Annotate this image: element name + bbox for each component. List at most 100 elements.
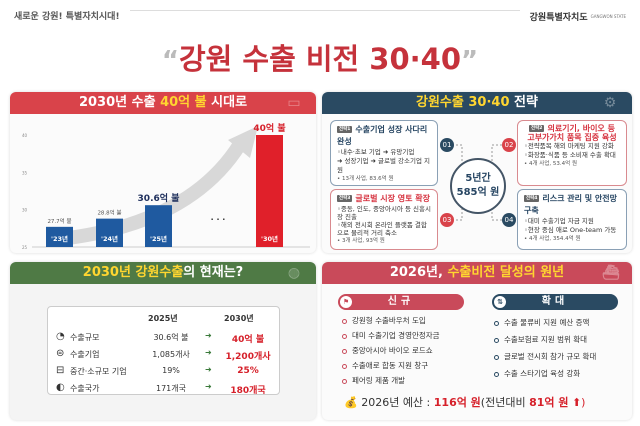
budget-line: 💰 2026년 예산 : 116억 원(전년대비 81억 원 ⬆) [344, 396, 585, 410]
strategy-tag: 전략2 [529, 125, 545, 132]
strategy-note: • 4개 사업, 53.4억 원 [524, 161, 578, 167]
strategy-line: ◦전략품목 해외 마케팅 지원 강화 [524, 142, 614, 150]
bar-category: '23년 [51, 234, 68, 243]
bar [46, 226, 73, 247]
value-2030: 40억 불 [231, 335, 265, 345]
flag-icon: ⚑ [340, 296, 352, 308]
ship-icon: ⛴ [602, 265, 620, 281]
strategy-box: 전략4 리스크 관리 및 안전망 구축 ◦대미 수출기업 자금 지원 ◦현장 중심 애… [517, 189, 627, 250]
gear-icon: ⚙ [603, 95, 617, 111]
expand-item: 수출 스타기업 육성 강화 [494, 369, 580, 379]
strategy-note: • 13개 사업, 83.6억 원 [337, 176, 394, 182]
budget-amount: 116억 원 [433, 396, 481, 409]
row-label: 중간·소규모 기업 [70, 367, 127, 376]
strategy-line: ◦중동, 인도, 중앙아시아 등 신흥시장 진출 [337, 205, 431, 221]
value-2030: 25% [237, 366, 259, 376]
new-item: 수출애로 합동 지원 창구 [342, 361, 428, 371]
value-2025: 30.6억 불 [153, 333, 189, 342]
bar-chart: 25 30 35 40 '23년 27.7억 불 '24년 28.8억 불 '25년 30.6억 … [22, 122, 310, 250]
logo: 강원특별자치도 GANGWON STATE [530, 10, 626, 23]
strategy-number: 03 [440, 213, 454, 227]
total-budget-circle: 5년간 585억 원 [450, 158, 506, 214]
money-icon: ▭ [287, 95, 301, 111]
bar-category: '30년 [261, 234, 278, 243]
new-item: 중앙아시아 바이오 로드쇼 [342, 346, 433, 356]
center-b: 585억 원 [456, 187, 500, 198]
logo-en: GANGWON STATE [590, 13, 626, 19]
expand-icon: ⇅ [494, 296, 506, 308]
arrow-icon: ➜ [205, 331, 212, 340]
bar-category: '25년 [150, 234, 167, 243]
row-label: 수출기업 [70, 350, 100, 359]
logo-text: 강원특별자치도 [529, 13, 588, 23]
strategy-title: 전략2 의료기기, 바이오 등 고부가가치 품목 집중 육성 [527, 124, 617, 142]
strategy-number: 02 [502, 138, 516, 152]
col-2030: 2030년 [224, 314, 254, 323]
budget-a: 2026년 예산 : [361, 396, 434, 409]
strategy-box: 전략3 글로벌 시장 영토 확장 ◦중동, 인도, 중앙아시아 등 신흥시장 진출 ◦… [330, 189, 438, 250]
new-item: 페어링 제품 개발 [342, 376, 405, 386]
export-goal-panel: 2030년 수출 40억 불 시대로 ▭ 25 30 35 40 '23년 27.7억 불 '… [10, 92, 316, 253]
pie-chart-icon: ◔ [56, 331, 65, 342]
row-label: 수출규모 [70, 333, 100, 342]
panel-header: 2026년, 수출비전 달성의 원년 ⛴ [322, 262, 632, 284]
slogan: 새로운 강원! 특별자치시대! [14, 12, 120, 22]
panel-header: 강원수출 30·40 전략 ⚙ [322, 92, 632, 114]
globe-icon: ◍ [287, 265, 301, 281]
strategy-tag: 전략3 [337, 195, 353, 202]
h-b: 수출비전 달성의 원년 [447, 265, 565, 280]
arrow-icon: ➜ [205, 382, 212, 391]
h-b: 의 현재는? [183, 265, 244, 280]
h-a: 2030년 강원수출 [82, 265, 184, 280]
col-2025: 2025년 [148, 314, 178, 323]
y-tick: 25 [22, 245, 28, 250]
strategy-box: 전략1 수출기업 성장 사다리 완성 ◦내수·초보 기업 ➜ 유망기업 ➜ 성장기업 … [330, 120, 438, 186]
expand-item: 수출 물류비 지원 예산 증액 [494, 318, 589, 328]
bar-label: 30.6억 불 [138, 192, 180, 204]
globe-small-icon: ◐ [56, 382, 65, 393]
strategy-number: 04 [502, 213, 516, 227]
strategy-line: ◦화장품·식품 등 소비재 수출 확대 [524, 151, 616, 159]
y-tick: 35 [22, 170, 28, 175]
h-b: 40억 불 [160, 95, 207, 110]
center-a: 5년간 [465, 173, 491, 184]
strategy-line: ◦대미 수출기업 자금 지원 [524, 217, 594, 225]
company-icon: ⊜ [56, 348, 65, 359]
budget-increase: 81억 원 [529, 396, 569, 409]
value-2025: 19% [162, 366, 180, 375]
h-a: 2030년 수출 [78, 95, 161, 110]
quote-close: ” [461, 46, 479, 76]
arrow-icon: ➜ [205, 365, 212, 374]
new-item: 강원형 수출바우처 도입 [342, 316, 426, 326]
value-2030: 180개국 [230, 386, 266, 396]
panel-header: 2030년 강원수출의 현재는? ◍ [10, 262, 316, 284]
expand-item: 수출보험료 지원 범위 확대 [494, 335, 587, 345]
divider [130, 10, 520, 11]
expand-pill: ⇅ 확대 [492, 294, 618, 310]
strategy-note: • 3개 사업, 93억 원 [337, 238, 385, 244]
quote-open: “ [161, 46, 179, 76]
h-a: 강원수출 30·40 [416, 95, 510, 110]
expand-label: 확대 [541, 296, 569, 307]
strategy-box: 전략2 의료기기, 바이오 등 고부가가치 품목 집중 육성 ◦전략품목 해외 마케… [517, 120, 627, 186]
expand-item: 글로벌 전시회 참가 규모 확대 [494, 352, 596, 362]
strategy-line: ◦해외 전시회 온라인 플랫폼 결합으로 물리적 거리 축소 [337, 221, 427, 237]
strategy-line: ◦내수·초보 기업 ➜ 유망기업 [337, 148, 415, 156]
strategy-title: 전략3 글로벌 시장 영토 확장 [337, 194, 431, 203]
strategy-title: 전략4 리스크 관리 및 안전망 구축 [524, 194, 618, 215]
strategy-number: 01 [440, 138, 454, 152]
building-icon: ⊟ [56, 365, 65, 376]
money-bag-icon: 💰 [344, 396, 358, 409]
bar [256, 135, 283, 247]
strategy-note: • 4개 사업, 354.4억 원 [524, 236, 581, 242]
bar-label: 28.8억 불 [97, 209, 121, 217]
title-text: 강원 수출 비전 30·40 [178, 42, 462, 76]
plan-2026-panel: 2026년, 수출비전 달성의 원년 ⛴ ⚑ 신규 ⇅ 확대 강원형 수출바우처 도입… [322, 262, 632, 420]
bar-category: '24년 [101, 234, 118, 243]
y-tick: 30 [22, 208, 28, 213]
row-label: 수출국가 [70, 384, 100, 393]
value-2030: 1,200개사 [225, 352, 271, 362]
strategy-line: ◦현장 중심 애로 One-team 가동 [524, 226, 617, 234]
bar-label: 40억 불 [253, 122, 285, 134]
h-a: 2026년, [389, 265, 448, 280]
